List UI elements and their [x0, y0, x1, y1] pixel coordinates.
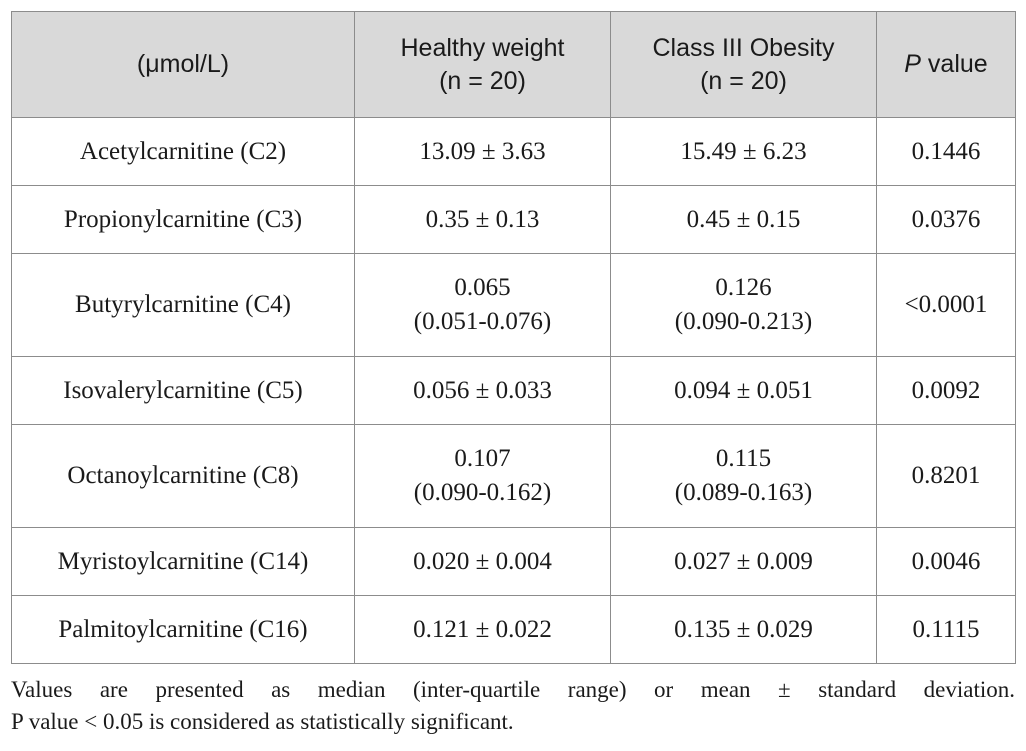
cell-obesity-value: 0.45 ± 0.15 — [610, 185, 877, 254]
cell-obesity-line: 0.126 — [715, 274, 772, 301]
cell-p-value: 0.1446 — [876, 117, 1016, 186]
acylcarnitine-table: (μmol/L) Healthy weight (n = 20) Class I… — [11, 11, 1016, 664]
cell-obesity-value: 0.027 ± 0.009 — [610, 527, 877, 596]
cell-metabolite-name: Butyrylcarnitine (C4) — [11, 253, 355, 357]
header-class-iii-obesity: Class III Obesity (n = 20) — [610, 11, 877, 118]
header-healthy-weight: Healthy weight (n = 20) — [354, 11, 611, 118]
header-p-value: P value — [876, 11, 1016, 118]
table-row: Isovalerylcarnitine (C5) 0.056 ± 0.033 0.0… — [11, 356, 1016, 425]
cell-obesity-value: 0.094 ± 0.051 — [610, 356, 877, 425]
cell-metabolite-name: Palmitoylcarnitine (C16) — [11, 595, 355, 664]
cell-p-value: 0.0376 — [876, 185, 1016, 254]
cell-healthy-line: 0.107 — [454, 445, 511, 472]
cell-obesity-value: 15.49 ± 6.23 — [610, 117, 877, 186]
table-header-row: (μmol/L) Healthy weight (n = 20) Class I… — [11, 11, 1016, 118]
header-unit-label: (μmol/L) — [136, 50, 230, 78]
table-row: Palmitoylcarnitine (C16) 0.121 ± 0.022 0.1… — [11, 595, 1016, 664]
cell-p-value: 0.1115 — [876, 595, 1016, 664]
cell-obesity-line: 15.49 ± 6.23 — [680, 137, 807, 165]
header-obesity-title: Class III Obesity — [652, 33, 835, 62]
table-row: Octanoylcarnitine (C8) 0.107 (0.090-0.162)… — [11, 424, 1016, 528]
cell-healthy-line: 0.121 ± 0.022 — [413, 615, 552, 643]
table-body: Acetylcarnitine (C2) 13.09 ± 3.63 15.49 ± … — [11, 117, 1016, 664]
cell-healthy-line: 0.35 ± 0.13 — [425, 205, 540, 233]
cell-obesity-line: 0.45 ± 0.15 — [686, 205, 801, 233]
footnote-line-1: Values are presented as median (inter-qu… — [11, 677, 1015, 702]
cell-metabolite-name: Isovalerylcarnitine (C5) — [11, 356, 355, 425]
footnote-line-2: P value < 0.05 is considered as statisti… — [11, 709, 514, 734]
table-row: Propionylcarnitine (C3) 0.35 ± 0.13 0.45 ±… — [11, 185, 1016, 254]
cell-p-value: 0.8201 — [876, 424, 1016, 528]
cell-healthy-value: 0.35 ± 0.13 — [354, 185, 611, 254]
header-p-rest: value — [920, 50, 988, 78]
header-healthy-n: (n = 20) — [439, 66, 526, 95]
cell-healthy-line: 13.09 ± 3.63 — [419, 137, 546, 165]
cell-healthy-value: 0.107 (0.090-0.162) — [354, 424, 611, 528]
cell-metabolite-name: Propionylcarnitine (C3) — [11, 185, 355, 254]
cell-obesity-line: 0.027 ± 0.009 — [674, 547, 813, 575]
cell-healthy-value: 0.056 ± 0.033 — [354, 356, 611, 425]
cell-obesity-line: (0.090-0.213) — [674, 308, 813, 335]
cell-p-value: <0.0001 — [876, 253, 1016, 357]
header-obesity-n: (n = 20) — [700, 66, 787, 95]
header-unit: (μmol/L) — [11, 11, 355, 118]
table-footnote: Values are presented as median (inter-qu… — [11, 674, 1015, 738]
cell-healthy-line: (0.051-0.076) — [413, 308, 552, 335]
table-row: Myristoylcarnitine (C14) 0.020 ± 0.004 0.0… — [11, 527, 1016, 596]
cell-healthy-line: 0.065 — [454, 274, 511, 301]
cell-obesity-line: 0.135 ± 0.029 — [674, 615, 813, 643]
cell-obesity-line: (0.089-0.163) — [674, 479, 813, 506]
cell-healthy-value: 0.020 ± 0.004 — [354, 527, 611, 596]
table-row: Butyrylcarnitine (C4) 0.065 (0.051-0.076) 0… — [11, 253, 1016, 357]
cell-healthy-line: 0.056 ± 0.033 — [413, 376, 552, 404]
cell-healthy-line: 0.020 ± 0.004 — [413, 547, 552, 575]
cell-obesity-line: 0.115 — [715, 445, 772, 472]
table-row: Acetylcarnitine (C2) 13.09 ± 3.63 15.49 ± … — [11, 117, 1016, 186]
header-healthy-title: Healthy weight — [400, 33, 565, 62]
cell-healthy-value: 0.065 (0.051-0.076) — [354, 253, 611, 357]
cell-p-value: 0.0046 — [876, 527, 1016, 596]
cell-healthy-value: 13.09 ± 3.63 — [354, 117, 611, 186]
data-table-container: (μmol/L) Healthy weight (n = 20) Class I… — [11, 11, 1016, 664]
cell-obesity-value: 0.115 (0.089-0.163) — [610, 424, 877, 528]
header-p-italic: P — [904, 50, 921, 78]
cell-metabolite-name: Acetylcarnitine (C2) — [11, 117, 355, 186]
cell-p-value: 0.0092 — [876, 356, 1016, 425]
cell-obesity-line: 0.094 ± 0.051 — [674, 376, 813, 404]
cell-metabolite-name: Octanoylcarnitine (C8) — [11, 424, 355, 528]
cell-healthy-value: 0.121 ± 0.022 — [354, 595, 611, 664]
cell-healthy-line: (0.090-0.162) — [413, 479, 552, 506]
cell-metabolite-name: Myristoylcarnitine (C14) — [11, 527, 355, 596]
cell-obesity-value: 0.126 (0.090-0.213) — [610, 253, 877, 357]
cell-obesity-value: 0.135 ± 0.029 — [610, 595, 877, 664]
